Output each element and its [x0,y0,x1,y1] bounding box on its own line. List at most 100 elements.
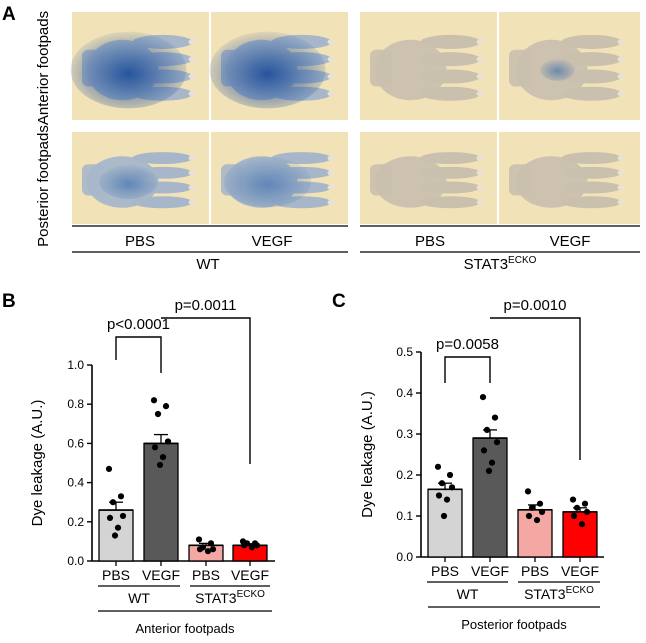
paw-claw-3 [476,73,485,79]
data-point [150,397,158,404]
data-point [109,499,117,506]
data-point [164,438,172,445]
bar-4 [562,511,598,558]
photo-tile-r2-c3 [360,132,497,224]
photo-tile-r1-c2 [209,12,348,120]
dye-stain [70,31,187,109]
data-point [570,512,578,520]
group-label-main: STAT3 [195,590,237,606]
paw-wrist [370,164,392,196]
data-point [195,536,203,543]
data-point [434,463,442,470]
photo-col-label-1: PBS [125,233,155,250]
data-point [536,500,544,507]
row-label-posterior: Posterior footpads [35,125,52,247]
paw-claw-1 [188,155,197,161]
group-label-sup: ECKO [566,585,595,596]
paw-toe-1 [132,152,193,165]
chart-b: B 0.0 0.2 0.4 0.6 0.8 1.0 Dye leakage (A.U.) PB… [2,291,275,636]
photo-col-label-2: VEGF [252,233,293,250]
y-axis-title: Dye leakage (A.U.) [359,391,376,518]
paw-toe-1 [420,152,481,165]
paw-toe-1 [420,34,481,49]
paw-toe-2 [420,166,481,179]
data-point [114,524,122,531]
data-point [485,467,493,474]
paw-toe-1 [561,34,622,49]
data-point [196,546,204,553]
group-label-2: STAT3ECKO [524,585,594,602]
panel-a: A Anterior footpads Posterior footpads P… [2,4,640,273]
photo-grid [70,12,640,224]
paw-claw-3 [327,185,336,191]
paw-claw-1 [476,155,485,161]
data-point [483,426,491,433]
paw-shape [370,152,485,209]
significance-bracket-1 [444,356,491,383]
significance-bracket-1 [115,336,162,373]
data-point [106,514,114,521]
y-tick-label: 0.5 [396,345,413,359]
paw-toe-4 [132,196,193,209]
y-tick-label: 0.0 [67,554,84,568]
photo-tile-r1-c3 [360,12,497,120]
paw-claw-2 [327,170,336,176]
data-point [583,508,591,515]
p-value-label-1: p<0.0001 [107,316,170,333]
paw-shape [509,34,626,101]
data-point [491,414,499,421]
data-point [480,447,488,454]
paw-claw-4 [617,91,626,97]
bar-2 [143,442,179,562]
chart-footer: Anterior footpads [135,621,235,636]
p-value-label-2: p=0.0011 [175,297,237,314]
data-point [156,461,164,469]
paw-claw-1 [327,39,336,45]
data-point [538,508,546,515]
y-tick-label: 0.6 [67,436,84,450]
paw-toe-3 [561,69,622,84]
paw-toe-4 [561,196,622,209]
paw-toe-2 [420,52,481,67]
paw-claw-2 [476,170,485,176]
group-label-main: STAT3 [524,586,566,602]
data-point [493,439,501,446]
photo-tile-r1-c4 [499,12,640,120]
data-point [524,488,532,495]
data-point [207,540,215,547]
data-point [119,512,127,520]
photo-tile-r1-c1 [70,12,209,120]
y-tick-label: 0.4 [396,386,413,400]
paw-toe-4 [561,86,622,101]
paw-claw-2 [188,170,197,176]
group-label-1: WT [457,586,479,602]
data-point [581,500,589,507]
group-label-2: STAT3ECKO [195,589,265,606]
panel-b-letter: B [2,291,16,312]
data-point [435,492,443,499]
data-point [438,480,446,487]
data-point [117,493,125,500]
category-label-2: VEGF [471,563,509,579]
data-point [111,532,119,539]
category-label-1: PBS [102,567,130,583]
paw-claw-2 [617,56,626,62]
group-label-sup: ECKO [237,589,266,600]
paw-toe-3 [420,69,481,84]
photo-tile-r2-c1 [72,132,209,224]
y-tick-label: 0.2 [396,468,413,482]
data-point [440,512,448,520]
data-point [154,410,162,418]
y-tick-label: 0.3 [396,427,413,441]
paw-wrist [370,49,392,87]
chart-c: C 0.0 0.1 0.2 0.3 0.4 0.5 Dye leakage (A.U.) PB… [332,291,604,632]
paw-claw-3 [617,73,626,79]
paw-toe-3 [561,181,622,194]
paw-claw-1 [476,39,485,45]
paw-wrist [509,49,531,87]
paw-claw-3 [188,73,197,79]
p-value-label-1: p=0.0058 [436,336,499,353]
chart-footer: Posterior footpads [461,617,567,632]
group-label-main: WT [457,586,479,602]
